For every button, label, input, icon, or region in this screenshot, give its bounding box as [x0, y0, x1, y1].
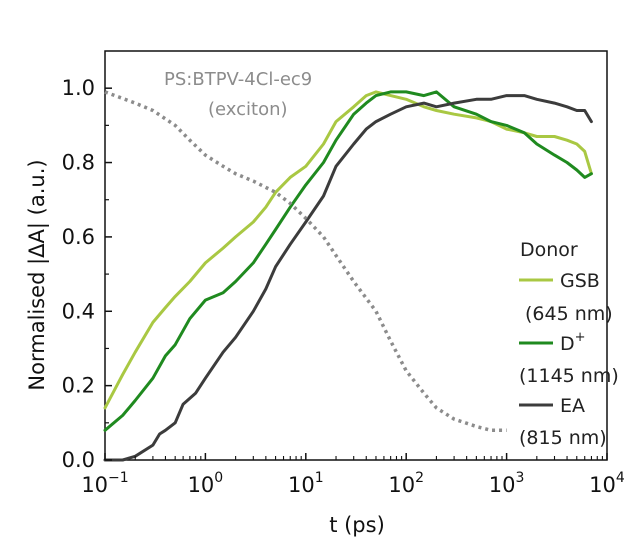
y-tick-label: 0.8: [62, 151, 95, 175]
x-tick-label: 101: [288, 470, 324, 497]
series-line-gsb: [103, 90, 593, 410]
legend-sub-dplus: (1145 nm): [519, 365, 619, 387]
series-line-exciton: [104, 90, 507, 433]
legend-label-gsb: GSB: [560, 270, 600, 292]
legend-title: Donor: [520, 239, 578, 261]
plot-axes: [104, 50, 608, 461]
series-line-ea: [103, 94, 593, 462]
series-layer: [103, 90, 593, 462]
x-tick-exponent: 3: [516, 470, 525, 486]
legend-label-dplus: D+: [560, 330, 586, 355]
x-tick-label: 102: [388, 470, 424, 497]
y-tick-label: 0.2: [62, 374, 95, 398]
legend-sub-gsb: (645 nm): [525, 303, 613, 325]
x-tick-base: 10: [288, 473, 315, 497]
exciton-annotation-line1: PS:BTPV-4Cl-ec9: [164, 69, 312, 90]
y-axis-title: Normalised |ΔA| (a.u.): [25, 159, 50, 390]
plot-frame: [104, 50, 608, 461]
x-tick-exponent: 2: [415, 470, 424, 486]
y-tick-label: 0.4: [62, 299, 95, 323]
exciton-annotation-line2: (exciton): [208, 99, 288, 120]
x-tick-label: 104: [589, 470, 625, 497]
x-tick-base: 10: [81, 473, 108, 497]
x-tick-base: 10: [489, 473, 516, 497]
x-tick-label: 100: [188, 470, 224, 497]
legend-sub-ea: (815 nm): [519, 427, 607, 449]
y-tick-label: 1.0: [62, 76, 95, 100]
y-tick-label: 0.0: [62, 448, 95, 472]
x-tick-exponent: 1: [315, 470, 324, 486]
x-axis-title: t (ps): [329, 513, 385, 537]
legend-label-dplus-main: D: [560, 333, 575, 355]
x-tick-exponent: 4: [616, 470, 625, 486]
x-tick-base: 10: [188, 473, 215, 497]
legend: Donor GSB (645 nm) D+ (1145 nm) EA (815 …: [519, 239, 619, 449]
x-tick-exponent: −1: [108, 470, 129, 486]
x-tick-base: 10: [589, 473, 616, 497]
legend-label-ea: EA: [560, 395, 585, 417]
x-tick-label: 103: [489, 470, 525, 497]
x-tick-exponent: 0: [214, 470, 223, 486]
x-tick-base: 10: [388, 473, 415, 497]
legend-label-dplus-sup: +: [575, 330, 586, 345]
ticks-layer: 0.00.20.40.60.81.010−1 100 101 102 103 104: [62, 76, 625, 497]
y-tick-label: 0.6: [62, 225, 95, 249]
series-line-dplus: [103, 90, 593, 432]
x-tick-label: 10−1: [81, 470, 128, 497]
